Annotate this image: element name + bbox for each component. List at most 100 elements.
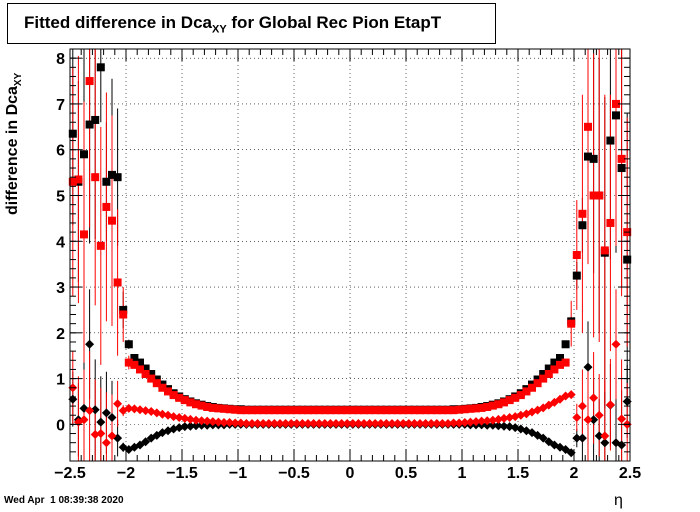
data-point-square <box>589 191 598 200</box>
data-point-diamond <box>421 418 431 428</box>
data-point-square <box>444 406 452 415</box>
data-point-square <box>208 403 217 412</box>
ylabel-main: difference in Dca <box>4 86 21 215</box>
data-point-square <box>91 115 100 124</box>
data-point-square <box>449 406 458 415</box>
data-point-diamond <box>482 420 492 430</box>
data-point-diamond <box>387 418 397 428</box>
x-tick-label: 2 <box>570 465 579 482</box>
data-point-square <box>197 401 206 410</box>
data-point-square <box>80 150 88 159</box>
data-point-diamond <box>230 418 240 428</box>
data-point-square <box>180 396 189 405</box>
data-point-square <box>192 400 200 409</box>
data-point-square <box>533 379 542 388</box>
data-point-diamond <box>566 448 576 458</box>
error-bars <box>72 49 628 461</box>
data-point-square <box>382 406 391 415</box>
data-point-diamond <box>197 420 207 430</box>
data-point-diamond <box>236 418 246 428</box>
data-point-diamond <box>325 418 335 428</box>
data-point-diamond <box>320 418 330 428</box>
data-point-diamond <box>113 399 123 409</box>
data-point-diamond <box>488 420 498 430</box>
data-point-square <box>242 406 251 415</box>
data-point-square <box>220 404 228 413</box>
data-point-diamond <box>594 431 604 441</box>
data-point-square <box>427 406 436 415</box>
data-point-diamond <box>213 417 223 427</box>
data-point-square <box>410 406 419 415</box>
data-point-diamond <box>499 413 509 423</box>
data-point-square <box>567 319 576 328</box>
data-point-diamond <box>286 418 296 428</box>
data-point-diamond <box>342 418 352 428</box>
ylabel-subscript: XY <box>13 72 25 87</box>
data-point-diamond <box>505 413 515 423</box>
data-point-square <box>315 406 324 415</box>
x-tick-label: 0.5 <box>395 465 417 482</box>
data-point-square <box>248 406 256 415</box>
x-tick-label: 1.5 <box>507 465 529 482</box>
data-point-diamond <box>566 390 576 400</box>
data-point-diamond <box>426 418 436 428</box>
data-point-square <box>102 177 111 186</box>
data-point-square <box>539 374 548 383</box>
data-point-square <box>539 370 548 379</box>
x-axis-label: η <box>614 492 623 509</box>
data-point-square <box>203 402 212 411</box>
data-point-diamond <box>174 423 184 433</box>
data-point-diamond <box>499 421 509 431</box>
data-point-square <box>606 136 615 145</box>
data-point-diamond <box>376 418 386 428</box>
data-point-square <box>432 406 441 415</box>
y-tick-label: 5 <box>56 188 65 205</box>
data-point-diamond <box>191 421 201 431</box>
data-point-diamond <box>600 431 610 441</box>
data-point-diamond <box>415 418 425 428</box>
data-point-square <box>309 406 318 415</box>
data-point-diamond <box>275 418 285 428</box>
data-point-square <box>326 406 335 415</box>
data-point-diamond <box>269 418 279 428</box>
data-point-diamond <box>303 418 313 428</box>
data-point-diamond <box>331 418 341 428</box>
data-point-diamond <box>488 415 498 425</box>
data-point-square <box>544 370 553 379</box>
data-point-diamond <box>135 405 145 415</box>
data-point-diamond <box>622 396 632 406</box>
data-point-square <box>91 173 100 182</box>
data-point-square <box>556 354 564 362</box>
data-point-square <box>505 396 514 405</box>
data-point-diamond <box>482 416 492 426</box>
data-point-square <box>511 393 520 402</box>
data-point-square <box>472 404 480 413</box>
data-point-square <box>460 405 469 414</box>
data-point-square <box>421 406 430 415</box>
data-point-square <box>225 405 234 414</box>
data-point-square <box>141 364 150 373</box>
data-point-diamond <box>381 418 391 428</box>
data-point-diamond <box>253 418 263 428</box>
data-point-square <box>158 383 167 392</box>
data-point-square <box>612 111 620 120</box>
y-tick-label: 8 <box>56 51 65 68</box>
data-point-square <box>298 406 307 415</box>
data-point-square <box>388 406 396 415</box>
data-point-square <box>259 406 268 415</box>
data-point-square <box>136 358 144 367</box>
x-tick-label: −1.5 <box>166 465 198 482</box>
data-point-square <box>304 406 312 415</box>
data-point-diamond <box>247 418 257 428</box>
data-point-square <box>85 120 94 129</box>
data-point-diamond <box>174 413 184 423</box>
data-point-square <box>376 406 385 415</box>
data-point-square <box>108 170 116 179</box>
data-point-diamond <box>107 413 117 423</box>
data-point-diamond <box>572 433 582 443</box>
data-point-square <box>214 404 223 413</box>
data-point-square <box>584 122 592 131</box>
data-point-square <box>253 406 262 415</box>
data-point-square <box>96 63 105 72</box>
data-point-square <box>606 218 615 227</box>
